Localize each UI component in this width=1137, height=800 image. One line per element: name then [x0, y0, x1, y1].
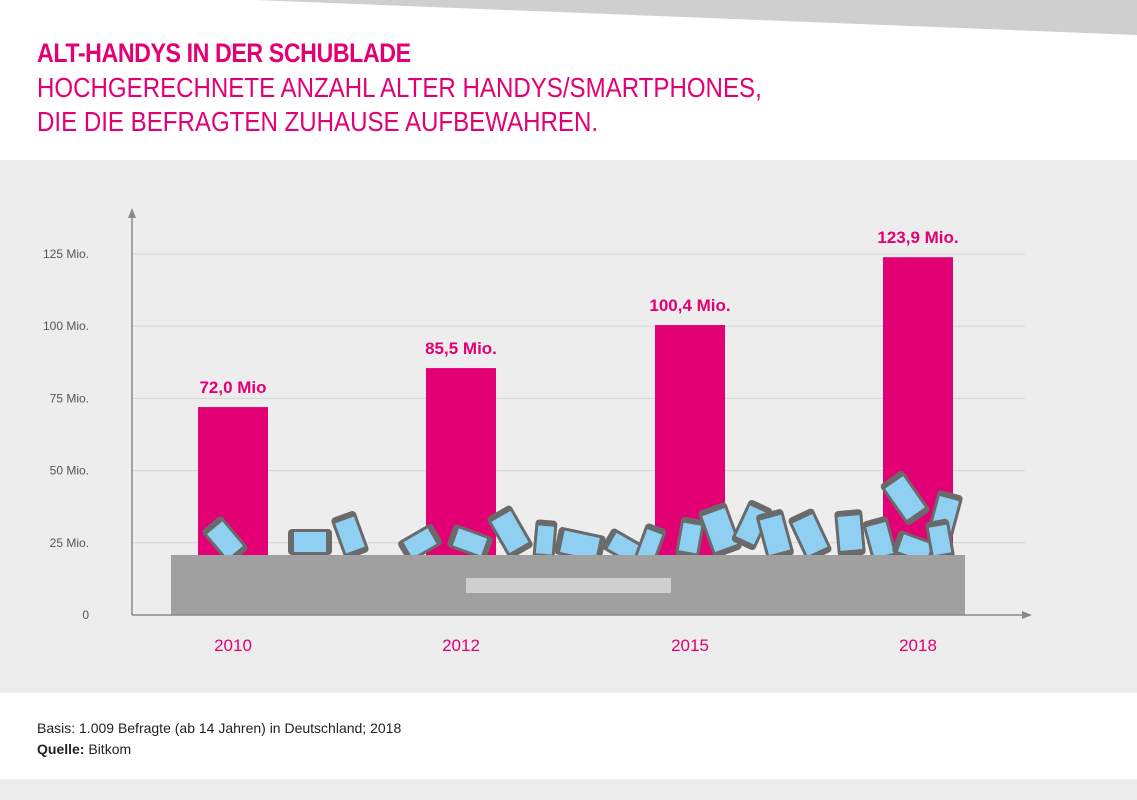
y-axis-arrow [128, 208, 136, 218]
y-tick-label: 100 Mio. [43, 319, 89, 333]
x-tick-label: 2018 [899, 636, 937, 655]
basis-note: Basis: 1.009 Befragte (ab 14 Jahren) in … [37, 720, 402, 736]
phone-screen [866, 521, 894, 559]
phone-screen [928, 524, 952, 556]
x-tick-label: 2012 [442, 636, 480, 655]
y-tick-label: 50 Mio. [50, 464, 89, 478]
chart-subtitle-line1: HOCHGERECHNETE ANZAHL ALTER HANDYS/SMART… [37, 72, 762, 103]
phone-icon [202, 516, 248, 564]
phone-icon [788, 508, 832, 562]
data-label: 72,0 Mio [199, 378, 266, 397]
phone-screen [452, 528, 488, 556]
phone-icon [880, 471, 930, 525]
corner-decoration [255, 0, 1137, 35]
y-tick-label: 0 [82, 608, 89, 622]
source-value: Bitkom [88, 741, 132, 757]
y-tick-label: 125 Mio. [43, 247, 89, 261]
phone-icon [288, 529, 332, 555]
drawer-handle [466, 578, 671, 593]
phone-icon [398, 524, 442, 562]
x-axis-arrow [1022, 611, 1032, 619]
phone-screen [560, 530, 600, 560]
phone-screen [491, 510, 529, 554]
phone-screen [792, 514, 828, 556]
data-label: 123,9 Mio. [877, 228, 958, 247]
phone-screen [403, 528, 437, 558]
phone-screen [885, 476, 925, 520]
x-tick-label: 2010 [214, 636, 252, 655]
chart-title: ALT-HANDYS IN DER SCHUBLADE [37, 38, 411, 68]
phone-screen [678, 522, 702, 554]
phone-icon [756, 509, 794, 561]
phone-pile [202, 471, 963, 568]
phone-screen [207, 521, 243, 559]
phone-icon [675, 516, 705, 560]
y-tick-label: 25 Mio. [50, 536, 89, 550]
phone-screen [535, 525, 555, 555]
phone-icon [834, 509, 866, 557]
footer: Basis: 1.009 Befragte (ab 14 Jahren) in … [37, 718, 401, 760]
phone-icon [862, 516, 898, 564]
x-tick-label: 2015 [671, 636, 709, 655]
chart-subtitle-line2: DIE DIE BEFRAGTEN ZUHAUSE AUFBEWAHREN. [37, 106, 599, 137]
phone-screen [637, 529, 663, 561]
source-label: Quelle: [37, 741, 85, 757]
phone-screen [759, 514, 791, 556]
phone-icon [554, 527, 606, 563]
data-label: 100,4 Mio. [649, 296, 730, 315]
data-label: 85,5 Mio. [425, 339, 497, 358]
phone-screen [294, 532, 326, 552]
phone-icon [532, 519, 558, 561]
phone-icon [487, 505, 533, 559]
bottom-band [0, 779, 1137, 800]
phone-screen [335, 516, 365, 554]
y-tick-label: 75 Mio. [50, 391, 89, 405]
phone-screen [702, 508, 738, 552]
phone-icon [331, 511, 369, 559]
phone-icon [698, 502, 742, 558]
phone-icon [447, 524, 493, 560]
phone-screen [897, 534, 933, 562]
phone-screen [837, 515, 863, 551]
phone-icon [925, 518, 955, 562]
